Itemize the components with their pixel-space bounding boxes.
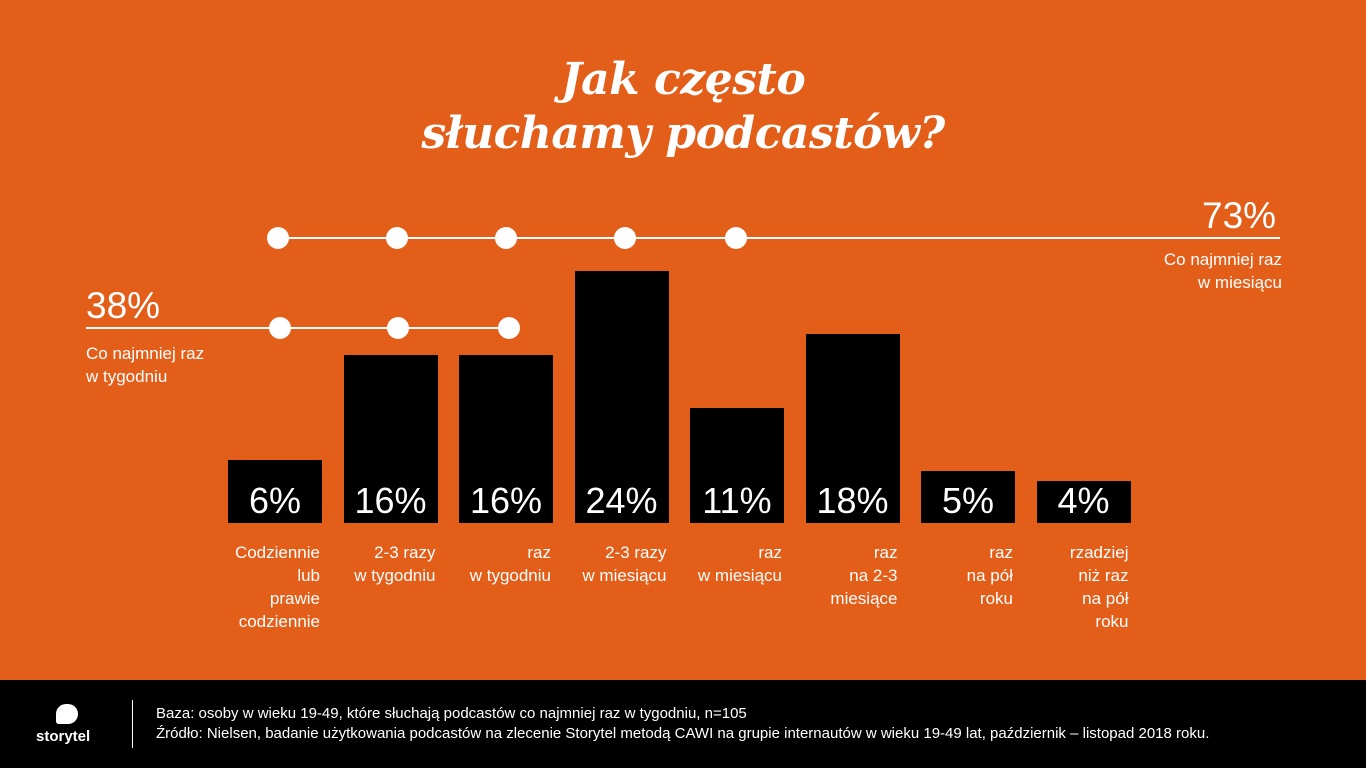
annotation-monthly-note: Co najmniej raz w miesiącu xyxy=(1164,248,1282,294)
bar-value-label-0: 6% xyxy=(248,480,302,521)
footer: storytel Baza: osoby w wieku 19-49, któr… xyxy=(0,680,1366,768)
bar-value-label-7: 4% xyxy=(1057,480,1110,521)
category-label-3: 2-3 razy w miesiącu xyxy=(535,541,667,587)
footer-source: Źródło: Nielsen, badanie użytkowania pod… xyxy=(156,725,1210,742)
annotation-weekly-dot-1 xyxy=(387,317,409,339)
bar-4 xyxy=(690,407,784,523)
bar-2 xyxy=(459,355,553,523)
category-label-0-line-1: lub xyxy=(297,566,320,585)
bar-6 xyxy=(921,470,1015,523)
category-label-5-line-1: na 2-3 xyxy=(849,566,898,585)
chart-title-line-2: słuchamy podcastów? xyxy=(421,108,945,159)
category-label-5: raz na 2-3 miesiące xyxy=(766,541,898,610)
annotation-monthly-note-line-2: w miesiącu xyxy=(1197,273,1282,292)
category-label-0: Codziennie lub prawie codziennie xyxy=(188,541,320,633)
category-label-3-line-1: w miesiącu xyxy=(582,566,667,585)
category-label-6-line-1: na pół xyxy=(966,566,1013,585)
category-label-0-line-3: codziennie xyxy=(238,612,320,631)
bar-value-label-3: 24% xyxy=(585,480,658,521)
category-label-1-line-1: w tygodniu xyxy=(354,566,436,585)
category-label-2-line-1: w tygodniu xyxy=(469,566,551,585)
bar-3 xyxy=(574,271,669,523)
category-label-6-line-0: raz xyxy=(989,543,1013,562)
category-label-4-line-1: w miesiącu xyxy=(697,566,782,585)
category-label-1: 2-3 razy w tygodniu xyxy=(304,541,436,587)
chart-title-line-1: Jak często xyxy=(560,54,806,105)
category-label-1-line-0: 2-3 razy xyxy=(374,543,436,562)
annotation-monthly-dot-1 xyxy=(386,227,408,249)
category-label-0-line-2: prawie xyxy=(269,589,320,608)
bar-value-label-1: 16% xyxy=(354,480,427,521)
bar-value-label-4: 11% xyxy=(702,480,772,521)
category-label-4: raz w miesiącu xyxy=(650,541,782,587)
annotation-monthly-dot-3 xyxy=(614,227,636,249)
annotation-monthly-note-line-1: Co najmniej raz xyxy=(1163,250,1282,269)
bar-7 xyxy=(1036,481,1131,523)
annotation-weekly-note-line-2: w tygodniu xyxy=(86,367,168,386)
annotation-weekly-dot-0 xyxy=(269,317,291,339)
annotation-weekly-line xyxy=(86,327,510,329)
bar-value-label-6: 5% xyxy=(941,480,995,521)
bar-value-label-5: 18% xyxy=(816,480,889,521)
category-label-6: raz na pół roku xyxy=(881,541,1013,610)
storytel-logo-icon xyxy=(56,704,78,724)
storytel-logo-text: storytel xyxy=(36,728,91,745)
annotation-weekly-value: 38% xyxy=(86,285,161,326)
category-label-7-line-3: roku xyxy=(1095,612,1129,631)
category-label-5-line-0: raz xyxy=(873,543,898,562)
footer-base: Baza: osoby w wieku 19-49, które słuchaj… xyxy=(156,705,747,722)
category-label-7: rzadziej niż raz na pół roku xyxy=(997,541,1129,633)
annotation-weekly-dot-2 xyxy=(498,317,520,339)
annotation-monthly-dot-4 xyxy=(725,227,747,249)
annotation-weekly-note-line-1: Co najmniej raz xyxy=(86,344,205,363)
category-label-0-line-0: Codziennie xyxy=(234,543,320,562)
category-label-5-line-2: miesiące xyxy=(830,589,898,608)
category-label-3-line-0: 2-3 razy xyxy=(605,543,667,562)
category-label-2: raz w tygodniu xyxy=(419,541,551,587)
annotation-monthly-value: 73% xyxy=(1202,195,1277,236)
category-label-7-line-2: na pół xyxy=(1082,589,1129,608)
category-label-7-line-1: niż raz xyxy=(1078,566,1129,585)
chart-area: Jak często słuchamy podcastów? 73% Co na… xyxy=(86,54,1282,633)
category-label-2-line-0: raz xyxy=(527,543,551,562)
category-label-4-line-0: raz xyxy=(758,543,782,562)
bar-value-label-2: 16% xyxy=(469,480,543,521)
annotation-weekly-note: Co najmniej raz w tygodniu xyxy=(86,342,204,388)
footer-divider xyxy=(132,700,133,748)
annotation-monthly-line xyxy=(278,237,1280,239)
category-label-7-line-0: rzadziej xyxy=(1069,543,1129,562)
annotation-monthly-dot-2 xyxy=(495,227,517,249)
bar-0 xyxy=(228,460,322,523)
annotation-monthly-dot-0 xyxy=(267,227,289,249)
bar-5 xyxy=(805,334,900,523)
bar-1 xyxy=(343,355,438,523)
category-label-6-line-2: roku xyxy=(979,589,1013,608)
